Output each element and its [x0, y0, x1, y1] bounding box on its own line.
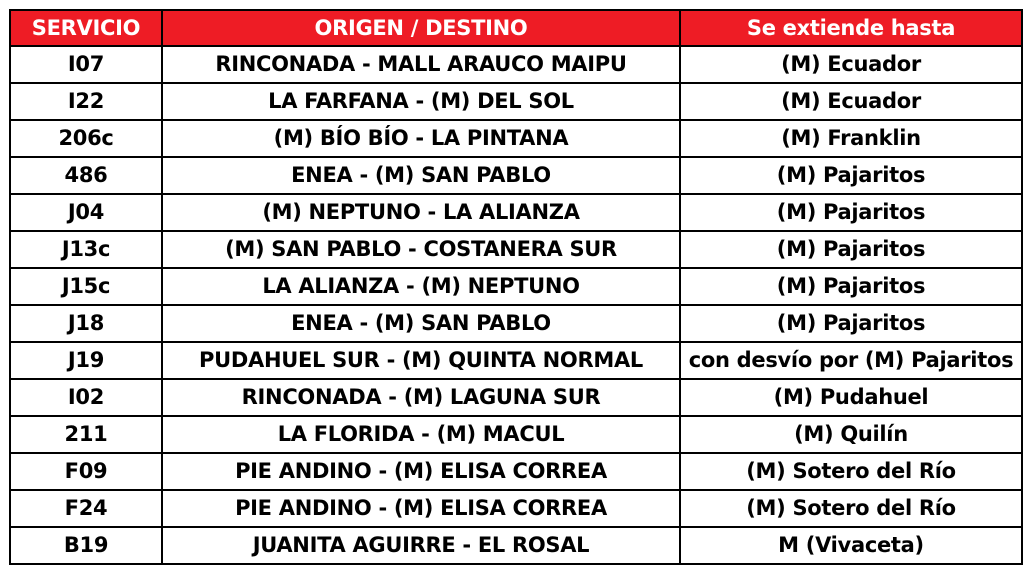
- table-row: F24 PIE ANDINO - (M) ELISA CORREA (M) Sote…: [9, 489, 1023, 528]
- cell-origen-destino: JUANITA AGUIRRE - EL ROSAL: [161, 526, 681, 565]
- cell-servicio: J15c: [9, 267, 163, 306]
- header-extiende: Se extiende hasta: [679, 9, 1023, 47]
- cell-servicio: I02: [9, 378, 163, 417]
- cell-servicio: I22: [9, 82, 163, 121]
- header-servicio: SERVICIO: [9, 9, 163, 47]
- cell-servicio: 486: [9, 156, 163, 195]
- cell-servicio: J18: [9, 304, 163, 343]
- table-row: J19 PUDAHUEL SUR - (M) QUINTA NORMAL con d…: [9, 341, 1023, 380]
- cell-origen-destino: RINCONADA - MALL ARAUCO MAIPU: [161, 45, 681, 84]
- table-row: I02 RINCONADA - (M) LAGUNA SUR (M) Pudahue…: [9, 378, 1023, 417]
- cell-extiende: (M) Franklin: [679, 119, 1023, 158]
- cell-extiende: (M) Quilín: [679, 415, 1023, 454]
- cell-servicio: J19: [9, 341, 163, 380]
- table-row: I22 LA FARFANA - (M) DEL SOL (M) Ecuador: [9, 82, 1023, 121]
- cell-extiende: M (Vivaceta): [679, 526, 1023, 565]
- cell-extiende: (M) Pajaritos: [679, 156, 1023, 195]
- cell-extiende: (M) Sotero del Río: [679, 452, 1023, 491]
- cell-origen-destino: LA ALIANZA - (M) NEPTUNO: [161, 267, 681, 306]
- cell-servicio: J04: [9, 193, 163, 232]
- cell-origen-destino: (M) NEPTUNO - LA ALIANZA: [161, 193, 681, 232]
- cell-servicio: F24: [9, 489, 163, 528]
- cell-servicio: I07: [9, 45, 163, 84]
- table-row: J04 (M) NEPTUNO - LA ALIANZA (M) Pajaritos: [9, 193, 1023, 232]
- cell-servicio: 211: [9, 415, 163, 454]
- cell-origen-destino: PUDAHUEL SUR - (M) QUINTA NORMAL: [161, 341, 681, 380]
- table-row: J13c (M) SAN PABLO - COSTANERA SUR (M) Paj…: [9, 230, 1023, 269]
- cell-extiende: (M) Ecuador: [679, 82, 1023, 121]
- cell-extiende: (M) Pajaritos: [679, 193, 1023, 232]
- cell-servicio: J13c: [9, 230, 163, 269]
- cell-servicio: B19: [9, 526, 163, 565]
- table-row: J18 ENEA - (M) SAN PABLO (M) Pajaritos: [9, 304, 1023, 343]
- table-row: 206c (M) BÍO BÍO - LA PINTANA (M) Franklin: [9, 119, 1023, 158]
- cell-extiende: (M) Sotero del Río: [679, 489, 1023, 528]
- cell-servicio: F09: [9, 452, 163, 491]
- cell-origen-destino: ENEA - (M) SAN PABLO: [161, 156, 681, 195]
- cell-extiende: (M) Pajaritos: [679, 304, 1023, 343]
- services-table: SERVICIO ORIGEN / DESTINO Se extiende ha…: [9, 9, 1023, 565]
- table-row: J15c LA ALIANZA - (M) NEPTUNO (M) Pajarito…: [9, 267, 1023, 306]
- cell-extiende: (M) Pajaritos: [679, 230, 1023, 269]
- table-row: F09 PIE ANDINO - (M) ELISA CORREA (M) Sote…: [9, 452, 1023, 491]
- header-origen-destino: ORIGEN / DESTINO: [161, 9, 681, 47]
- cell-servicio: 206c: [9, 119, 163, 158]
- cell-extiende: con desvío por (M) Pajaritos: [679, 341, 1023, 380]
- cell-origen-destino: ENEA - (M) SAN PABLO: [161, 304, 681, 343]
- cell-origen-destino: LA FARFANA - (M) DEL SOL: [161, 82, 681, 121]
- table-row: B19 JUANITA AGUIRRE - EL ROSAL M (Vivaceta…: [9, 526, 1023, 565]
- cell-extiende: (M) Ecuador: [679, 45, 1023, 84]
- cell-origen-destino: (M) SAN PABLO - COSTANERA SUR: [161, 230, 681, 269]
- table-row: 211 LA FLORIDA - (M) MACUL (M) Quilín: [9, 415, 1023, 454]
- table-row: 486 ENEA - (M) SAN PABLO (M) Pajaritos: [9, 156, 1023, 195]
- cell-origen-destino: (M) BÍO BÍO - LA PINTANA: [161, 119, 681, 158]
- table-header-row: SERVICIO ORIGEN / DESTINO Se extiende ha…: [9, 9, 1023, 47]
- cell-origen-destino: PIE ANDINO - (M) ELISA CORREA: [161, 452, 681, 491]
- cell-origen-destino: RINCONADA - (M) LAGUNA SUR: [161, 378, 681, 417]
- cell-extiende: (M) Pajaritos: [679, 267, 1023, 306]
- cell-extiende: (M) Pudahuel: [679, 378, 1023, 417]
- table-row: I07 RINCONADA - MALL ARAUCO MAIPU (M) Ecua…: [9, 45, 1023, 84]
- cell-origen-destino: LA FLORIDA - (M) MACUL: [161, 415, 681, 454]
- cell-origen-destino: PIE ANDINO - (M) ELISA CORREA: [161, 489, 681, 528]
